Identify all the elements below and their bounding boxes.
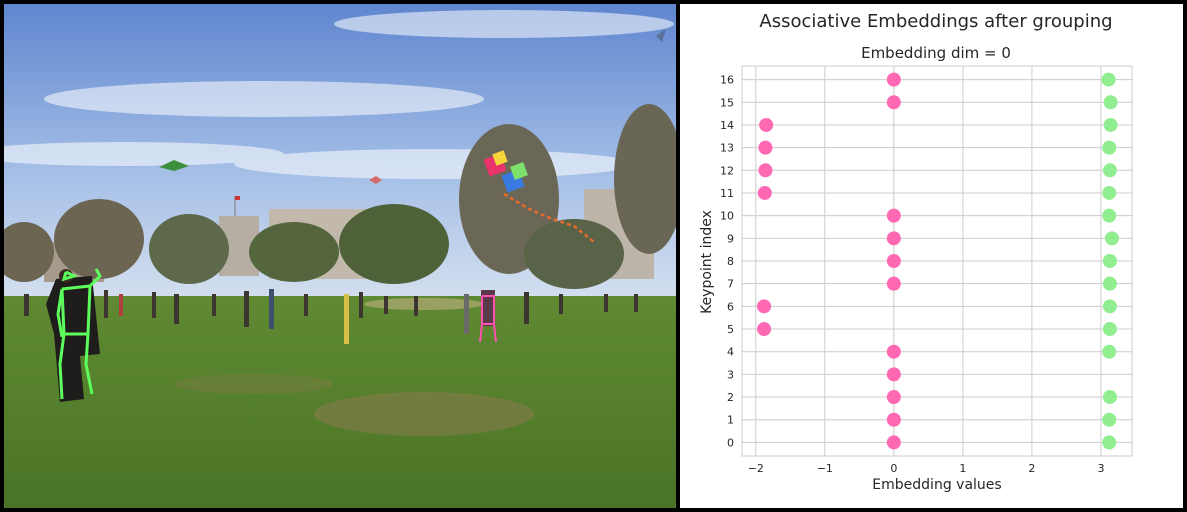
y-tick-label: 15 xyxy=(720,96,734,109)
data-point-series-1 xyxy=(1102,344,1117,359)
y-tick-label: 6 xyxy=(727,300,734,313)
y-axis-label: Keypoint index xyxy=(699,210,715,314)
data-point-series-0 xyxy=(886,390,901,405)
chart-title: Associative Embeddings after grouping xyxy=(759,11,1112,32)
data-point-series-0 xyxy=(758,163,773,178)
data-point-series-0 xyxy=(757,185,772,200)
y-tick-label: 7 xyxy=(727,278,734,291)
y-tick-label: 10 xyxy=(720,210,734,223)
y-tick-label: 13 xyxy=(720,142,734,155)
chart-panel: Associative Embeddings after grouping Em… xyxy=(680,4,1183,508)
y-tick-label: 2 xyxy=(727,391,734,404)
x-tick-label: 1 xyxy=(959,462,966,475)
data-point-series-0 xyxy=(758,140,773,155)
kites xyxy=(159,29,666,243)
data-point-series-0 xyxy=(886,435,901,450)
data-point-series-1 xyxy=(1102,322,1117,337)
photo-panel xyxy=(4,4,676,508)
data-point-series-1 xyxy=(1102,435,1117,450)
kite-field-photo xyxy=(4,4,676,508)
person-with-skeleton xyxy=(46,268,102,402)
data-point-series-0 xyxy=(886,276,901,291)
box-kite xyxy=(483,150,595,243)
data-point-series-1 xyxy=(1102,254,1117,268)
data-point-series-1 xyxy=(1102,276,1117,291)
person-with-pink-skeleton xyxy=(479,290,497,343)
data-point-series-0 xyxy=(886,208,901,223)
x-tick-label: −1 xyxy=(817,462,833,475)
data-point-series-0 xyxy=(886,231,901,246)
data-point-series-1 xyxy=(1102,390,1117,405)
crowd xyxy=(24,289,638,344)
data-point-series-1 xyxy=(1102,412,1117,427)
data-point-series-0 xyxy=(886,367,901,382)
x-axis-label: Embedding values xyxy=(872,477,1001,493)
data-point-series-0 xyxy=(886,72,901,87)
y-tick-label: 5 xyxy=(727,323,734,336)
data-point-series-1 xyxy=(1103,95,1118,110)
data-point-series-1 xyxy=(1103,117,1118,132)
chart-subtitle: Embedding dim = 0 xyxy=(861,44,1011,62)
y-tick-label: 3 xyxy=(727,368,734,381)
x-tick-label: 2 xyxy=(1028,462,1035,475)
data-point-series-0 xyxy=(886,412,901,427)
data-point-series-1 xyxy=(1102,185,1117,200)
data-point-series-1 xyxy=(1101,72,1116,87)
data-point-series-1 xyxy=(1102,140,1117,155)
y-tick-label: 12 xyxy=(720,164,734,177)
data-point-series-1 xyxy=(1102,208,1117,223)
data-point-series-1 xyxy=(1104,231,1119,246)
y-tick-label: 0 xyxy=(727,436,734,449)
y-tick-label: 16 xyxy=(720,74,734,87)
data-point-series-0 xyxy=(757,322,772,337)
data-point-series-0 xyxy=(886,95,901,110)
embedding-scatter-chart: Associative Embeddings after grouping Em… xyxy=(699,11,1133,493)
data-point-series-0 xyxy=(759,117,774,132)
y-tick-label: 14 xyxy=(720,119,734,132)
data-point-series-1 xyxy=(1102,299,1117,314)
pose-skeleton xyxy=(56,268,102,400)
x-tick-label: 3 xyxy=(1097,462,1104,475)
trees xyxy=(4,104,676,289)
x-tick-label: 0 xyxy=(890,462,897,475)
data-point-series-0 xyxy=(757,299,772,314)
data-point-series-1 xyxy=(1102,163,1117,178)
y-tick-label: 1 xyxy=(727,414,734,427)
y-tick-label: 9 xyxy=(727,232,734,245)
y-tick-label: 11 xyxy=(720,187,734,200)
data-point-series-0 xyxy=(886,254,901,268)
y-tick-label: 8 xyxy=(727,255,734,268)
x-tick-label: −2 xyxy=(748,462,764,475)
data-point-series-0 xyxy=(886,344,901,359)
y-tick-label: 4 xyxy=(727,346,734,359)
